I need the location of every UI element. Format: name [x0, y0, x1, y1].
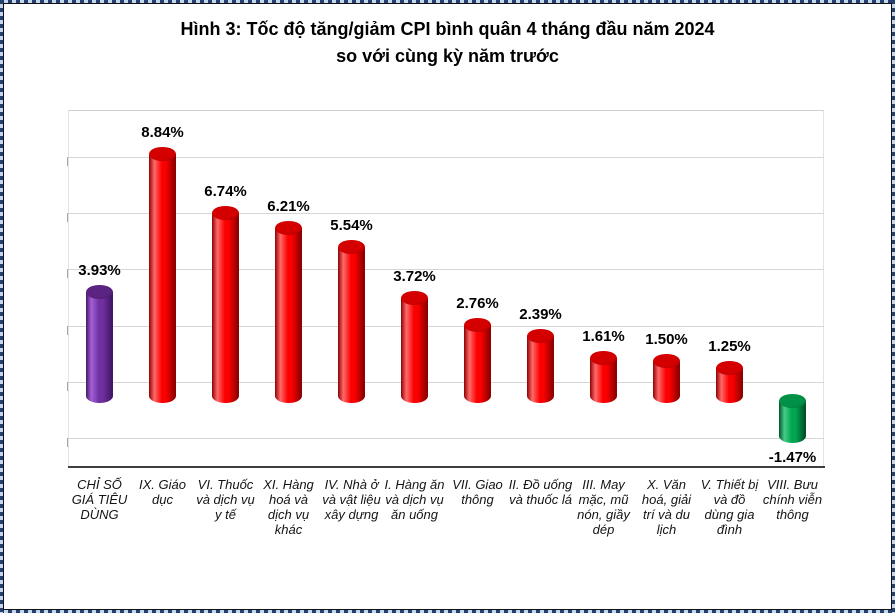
- bar-value-label: 5.54%: [330, 217, 373, 235]
- gridline-0pct: [68, 382, 824, 383]
- bar-value-label: 2.76%: [456, 295, 499, 313]
- cylinder-top-cap: [86, 285, 113, 300]
- cylinder-top-cap: [275, 221, 302, 236]
- bar-category-label: X. Văn hoá, giải trí và du lịch: [641, 477, 692, 537]
- bar-cylinder-group-8: [590, 350, 617, 403]
- cylinder-body: [86, 292, 113, 403]
- cylinder-top-cap: [590, 350, 617, 365]
- bar-value-label: 3.72%: [393, 268, 436, 286]
- bar-value-label: 1.25%: [708, 337, 751, 355]
- bar-cylinder-group-3: [275, 221, 302, 403]
- cylinder-top-cap: [653, 353, 680, 368]
- y-axis-tick: [67, 382, 68, 391]
- bar-cylinder-group-1: [149, 147, 176, 403]
- cylinder-top-cap: [779, 393, 806, 408]
- cylinder-body: [590, 357, 617, 403]
- cylinder-body: [149, 154, 176, 403]
- cylinder-body: [275, 228, 302, 403]
- cylinder-body: [401, 298, 428, 403]
- cylinder-top-cap: [212, 206, 239, 221]
- y-axis-tick: [67, 156, 68, 166]
- bar-cylinder-group-11: [779, 393, 806, 443]
- bar-value-label: 3.93%: [78, 262, 121, 280]
- cylinder-body: [338, 247, 365, 403]
- y-axis-tick: [67, 213, 68, 223]
- bar-category-label: XI. Hàng hoá và dịch vụ khác: [263, 477, 314, 537]
- bar-category-label: II. Đồ uống và thuốc lá: [508, 477, 573, 507]
- gridline--2pct: [68, 438, 824, 440]
- bar-value-label: -1.47%: [768, 449, 817, 467]
- cylinder-body: [527, 335, 554, 403]
- cylinder-body: [779, 400, 806, 443]
- bar-value-label: 1.61%: [582, 327, 625, 345]
- plot-area: [68, 110, 824, 467]
- bar-category-label: CHỈ SỐ GIÁ TIÊU DÙNG: [71, 477, 128, 522]
- selection-border-left: [0, 0, 3, 613]
- bar-category-label: IV. Nhà ở và vật liệu xây dựng: [322, 477, 381, 522]
- bar-category-label: VIII. Bưu chính viễn thông: [762, 477, 823, 522]
- bar-value-label: 1.50%: [645, 330, 688, 348]
- bar-category-label: VII. Giao thông: [452, 477, 503, 507]
- bar-category-label: IX. Giáo dục: [139, 477, 186, 507]
- bar-cylinder-group-4: [338, 240, 365, 403]
- cylinder-body: [212, 213, 239, 403]
- bar-category-label: VI. Thuốc và dịch vụ y tế: [196, 477, 255, 522]
- gridline-8pct: [68, 156, 824, 158]
- cylinder-body: [653, 360, 680, 403]
- gridline-4pct: [68, 269, 824, 271]
- bar-cylinder-group-7: [527, 328, 554, 403]
- bar-value-label: 8.84%: [141, 124, 184, 142]
- chart-title: Hình 3: Tốc độ tăng/giảm CPI bình quân 4…: [0, 16, 895, 70]
- bar-cylinder-group-6: [464, 318, 491, 403]
- bar-category-label: V. Thiết bị và đồ dùng gia đình: [700, 477, 759, 537]
- bar-value-label: 2.39%: [519, 305, 562, 323]
- gridline-2pct: [68, 325, 824, 327]
- selection-border-bottom: [0, 610, 895, 613]
- chart-title-line2: so với cùng kỳ năm trước: [336, 46, 559, 66]
- bar-value-label: 6.74%: [204, 183, 247, 201]
- cylinder-body: [464, 325, 491, 403]
- bar-cylinder-group-2: [212, 206, 239, 403]
- y-axis-tick: [67, 438, 68, 448]
- bar-cylinder-cpi-total: [86, 285, 113, 403]
- x-axis-line: [68, 466, 825, 468]
- bar-cylinder-group-10: [716, 360, 743, 403]
- cylinder-top-cap: [527, 328, 554, 343]
- bar-category-label: I. Hàng ăn và dịch vụ ăn uống: [384, 477, 445, 522]
- y-axis-tick: [67, 269, 68, 279]
- chart-title-line1: Hình 3: Tốc độ tăng/giảm CPI bình quân 4…: [180, 19, 715, 39]
- gridline-6pct: [68, 213, 824, 215]
- cylinder-top-cap: [401, 291, 428, 306]
- bar-value-label: 6.21%: [267, 198, 310, 216]
- cylinder-top-cap: [716, 360, 743, 375]
- y-axis-tick: [67, 325, 68, 335]
- selection-border-right: [892, 0, 895, 613]
- bar-category-label: III. May mặc, mũ nón, giầy dép: [577, 477, 630, 537]
- cylinder-top-cap: [149, 147, 176, 162]
- bar-cylinder-group-9: [653, 353, 680, 403]
- bar-cylinder-group-5: [401, 291, 428, 403]
- selection-border-top: [0, 0, 895, 3]
- cylinder-top-cap: [338, 240, 365, 255]
- cylinder-top-cap: [464, 318, 491, 333]
